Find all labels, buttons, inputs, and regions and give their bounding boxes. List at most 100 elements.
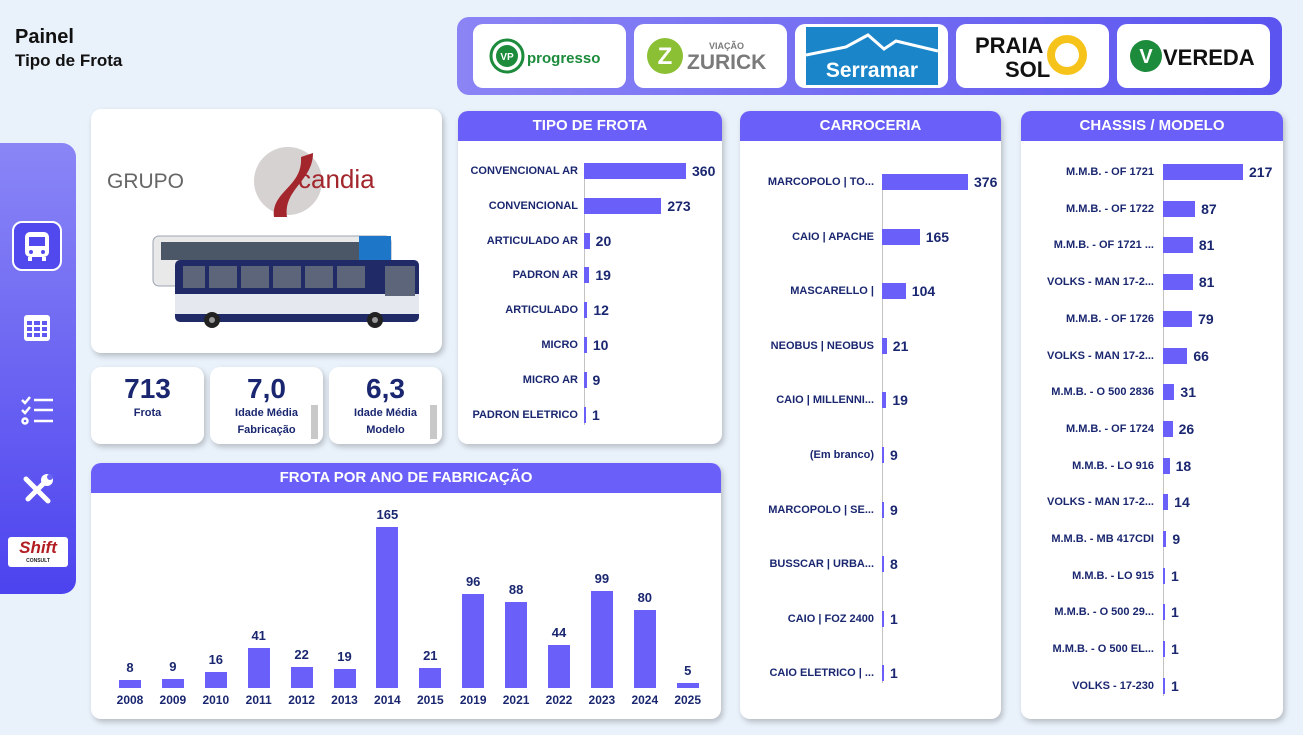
chart-bar[interactable] bbox=[119, 680, 141, 688]
chart-bar[interactable] bbox=[584, 406, 586, 423]
chart-bar-row[interactable]: M.M.B. - MB 417CDI 9 bbox=[1021, 531, 1283, 549]
chart-bar-row[interactable]: ARTICULADO AR 20 bbox=[458, 232, 722, 251]
chart-bar-row[interactable]: PADRON AR 19 bbox=[458, 267, 722, 285]
chart-bar[interactable] bbox=[161, 679, 184, 688]
chart-bar-row[interactable]: (Em branco) 9 bbox=[740, 447, 1001, 465]
chart-bar[interactable] bbox=[1163, 274, 1193, 291]
chart-bar-row[interactable]: M.M.B. - O 500 2836 31 bbox=[1021, 384, 1283, 402]
chart-bar[interactable] bbox=[1163, 347, 1188, 364]
chart-bar[interactable] bbox=[882, 392, 887, 409]
chart-bar-row[interactable]: VOLKS - MAN 17-2... 66 bbox=[1021, 347, 1283, 366]
chart-bar[interactable] bbox=[1163, 677, 1165, 694]
chart-bar-row[interactable]: M.M.B. - LO 916 18 bbox=[1021, 457, 1283, 476]
chart-bar[interactable] bbox=[548, 645, 570, 688]
nav-item-table[interactable] bbox=[12, 303, 62, 353]
nav-item-checklist[interactable] bbox=[12, 385, 62, 435]
chart-bar[interactable] bbox=[247, 647, 270, 688]
chart-bar[interactable] bbox=[882, 665, 884, 682]
chart-bar[interactable] bbox=[376, 527, 399, 688]
chart-bar-row[interactable]: CONVENCIONAL AR 360 bbox=[458, 163, 722, 181]
chart-bar[interactable] bbox=[1163, 164, 1243, 180]
nav-item-bus[interactable] bbox=[12, 221, 62, 271]
chart-bar[interactable] bbox=[204, 672, 227, 688]
chart-bar-row[interactable]: M.M.B. - OF 1721 ... 81 bbox=[1021, 237, 1283, 255]
chart-category-label: 2012 bbox=[288, 693, 315, 707]
chart-bar-row[interactable]: MARCOPOLO | TO... 376 bbox=[740, 174, 1001, 192]
chart-bar-row[interactable]: BUSSCAR | URBA... 8 bbox=[740, 556, 1001, 574]
chart-bar-row[interactable]: M.M.B. - OF 1726 79 bbox=[1021, 310, 1283, 329]
chart-bar-row[interactable]: MICRO 10 bbox=[458, 337, 722, 355]
chart-bar-row[interactable]: CONVENCIONAL 273 bbox=[458, 197, 722, 216]
kpi-scrollbar[interactable] bbox=[430, 405, 437, 439]
chart-bar[interactable] bbox=[1163, 567, 1165, 584]
chart-bar[interactable] bbox=[1163, 420, 1173, 437]
chart-bar-row[interactable]: CAIO | FOZ 2400 1 bbox=[740, 610, 1001, 629]
chart-bar[interactable] bbox=[419, 667, 442, 688]
chart-bar-row[interactable]: VOLKS - 17-230 1 bbox=[1021, 677, 1283, 696]
chart-bar[interactable] bbox=[584, 232, 590, 249]
company-card: GRUPO candia bbox=[91, 109, 442, 353]
kpi-idade-fabricacao-value: 7,0 bbox=[247, 373, 286, 404]
chart-bar-row[interactable]: PADRON ELETRICO 1 bbox=[458, 406, 722, 425]
chart-bar[interactable] bbox=[505, 602, 528, 688]
chart-bar-row[interactable]: NEOBUS | NEOBUS 21 bbox=[740, 337, 1001, 356]
chart-bar[interactable] bbox=[584, 267, 590, 284]
kpi-idade-fabricacao: 7,0 Idade Média Fabricação bbox=[210, 367, 323, 444]
chart-bar[interactable] bbox=[882, 501, 885, 518]
brand-logo-vereda[interactable]: V VEREDA bbox=[1117, 24, 1270, 88]
chart-bar[interactable] bbox=[584, 337, 587, 353]
chart-bar[interactable] bbox=[633, 609, 656, 688]
chart-bar[interactable] bbox=[882, 447, 885, 463]
chart-bar[interactable] bbox=[882, 283, 906, 300]
chart-bar[interactable] bbox=[584, 163, 686, 179]
chart-bar[interactable] bbox=[584, 197, 662, 214]
chart-bar[interactable] bbox=[1163, 457, 1170, 474]
chart-bar[interactable] bbox=[584, 371, 587, 388]
chart-bar[interactable] bbox=[1163, 384, 1175, 401]
progresso-mark: VP bbox=[500, 52, 514, 63]
chart-bar-row[interactable]: CAIO | MILLENNI... 19 bbox=[740, 392, 1001, 410]
chart-bar-row[interactable]: ARTICULADO 12 bbox=[458, 302, 722, 320]
chart-bar[interactable] bbox=[882, 228, 920, 245]
chart-carroceria: CARROCERIA MARCOPOLO | TO... 376 CAIO | AP… bbox=[740, 111, 1001, 719]
chart-bar[interactable] bbox=[882, 610, 884, 627]
serramar-logo: Serramar bbox=[805, 27, 938, 85]
chart-bar[interactable] bbox=[333, 669, 356, 688]
chart-bar[interactable] bbox=[882, 556, 884, 573]
kpi-scrollbar[interactable] bbox=[311, 405, 318, 439]
chart-bar[interactable] bbox=[882, 174, 968, 190]
chart-bar-row[interactable]: M.M.B. - O 500 29... 1 bbox=[1021, 604, 1283, 622]
chart-bar-row[interactable]: VOLKS - MAN 17-2... 81 bbox=[1021, 274, 1283, 292]
brand-logo-serramar[interactable]: Serramar bbox=[795, 24, 948, 88]
chart-bar[interactable] bbox=[590, 591, 613, 688]
chart-bar[interactable] bbox=[1163, 237, 1193, 254]
chart-bar-row[interactable]: VOLKS - MAN 17-2... 14 bbox=[1021, 494, 1283, 512]
chart-bar-row[interactable]: M.M.B. - O 500 EL... 1 bbox=[1021, 641, 1283, 659]
brand-logo-praiasol[interactable]: PRAIA SOL bbox=[956, 24, 1109, 88]
nav-item-tools[interactable] bbox=[12, 465, 62, 515]
chart-bar-row[interactable]: M.M.B. - LO 915 1 bbox=[1021, 567, 1283, 586]
chart-bar[interactable] bbox=[1163, 604, 1165, 621]
chart-bar[interactable] bbox=[882, 337, 887, 354]
chart-bar[interactable] bbox=[1163, 641, 1165, 658]
chart-bar[interactable] bbox=[1163, 531, 1167, 547]
chart-bar[interactable] bbox=[584, 302, 588, 319]
chart-bar-row[interactable]: M.M.B. - OF 1722 87 bbox=[1021, 200, 1283, 219]
brand-logo-zurick[interactable]: Z VIAÇÃO ZURICK bbox=[634, 24, 787, 88]
chart-bar[interactable] bbox=[1163, 200, 1196, 217]
chart-bar-row[interactable]: MICRO AR 9 bbox=[458, 371, 722, 390]
chart-bar-row[interactable]: MASCARELLO | 104 bbox=[740, 283, 1001, 301]
chart-bar[interactable] bbox=[462, 594, 485, 688]
chart-bar[interactable] bbox=[290, 666, 313, 688]
chart-bar-row[interactable]: M.M.B. - OF 1721 217 bbox=[1021, 164, 1283, 182]
chart-category-label: MARCOPOLO | SE... bbox=[768, 503, 874, 516]
brand-logo-progresso[interactable]: VP progresso bbox=[473, 24, 626, 88]
chart-bar[interactable] bbox=[1163, 310, 1193, 327]
chart-bar[interactable] bbox=[676, 683, 699, 688]
chart-bar[interactable] bbox=[1163, 494, 1169, 511]
chart-bar-row[interactable]: CAIO ELETRICO | ... 1 bbox=[740, 665, 1001, 683]
chart-bar-row[interactable]: CAIO | APACHE 165 bbox=[740, 228, 1001, 247]
sidebar-nav: Shift CONSULT bbox=[0, 143, 76, 594]
chart-bar-row[interactable]: MARCOPOLO | SE... 9 bbox=[740, 501, 1001, 520]
chart-bar-row[interactable]: M.M.B. - OF 1724 26 bbox=[1021, 420, 1283, 439]
